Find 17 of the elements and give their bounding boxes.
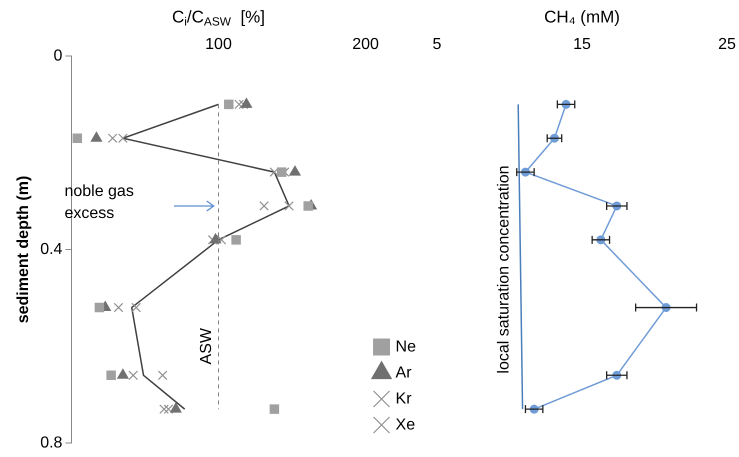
- x-tick-label: 100: [205, 36, 232, 53]
- legend-label: Ar: [396, 364, 412, 382]
- x-tick-label: 15: [573, 36, 591, 53]
- ref-line-label: ASW: [198, 327, 215, 364]
- y-tick-label: 0.4: [40, 240, 63, 258]
- y-tick-label: 0.8: [40, 434, 63, 452]
- x-tick-label: 25: [718, 36, 736, 53]
- annotation: noble gas excess: [64, 182, 134, 222]
- y-axis-title: sediment depth (m): [15, 176, 32, 324]
- annotation: local saturation concentration: [496, 165, 513, 374]
- y-tick-label: 0: [54, 47, 63, 64]
- legend-label: Xe: [396, 416, 416, 434]
- legend-label: Kr: [396, 390, 412, 408]
- x-axis-title: CH₄ (mM): [544, 8, 620, 27]
- x-tick-label: 200: [352, 36, 379, 53]
- legend-label: Ne: [396, 338, 416, 356]
- x-tick-label: 5: [432, 36, 442, 53]
